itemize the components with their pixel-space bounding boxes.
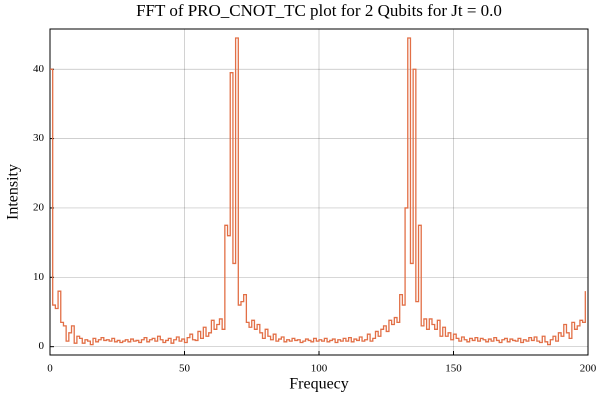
x-tick-label: 100	[311, 363, 328, 375]
y-tick-label: 40	[33, 63, 45, 75]
y-axis-label: Intensity	[5, 164, 22, 220]
y-tick-label: 30	[33, 132, 45, 144]
x-axis-label: Frequecy	[289, 376, 349, 393]
x-tick-label: 150	[445, 363, 462, 375]
y-tick-label: 10	[33, 271, 45, 283]
step-line	[50, 37, 586, 346]
x-tick-label: 50	[179, 363, 191, 375]
chart-title: FFT of PRO_CNOT_TC plot for 2 Qubits for…	[136, 1, 502, 20]
y-tick-label: 20	[33, 201, 45, 213]
x-tick-label: 200	[580, 363, 597, 375]
x-tick-label: 0	[47, 363, 53, 375]
y-tick-label: 0	[39, 340, 45, 352]
